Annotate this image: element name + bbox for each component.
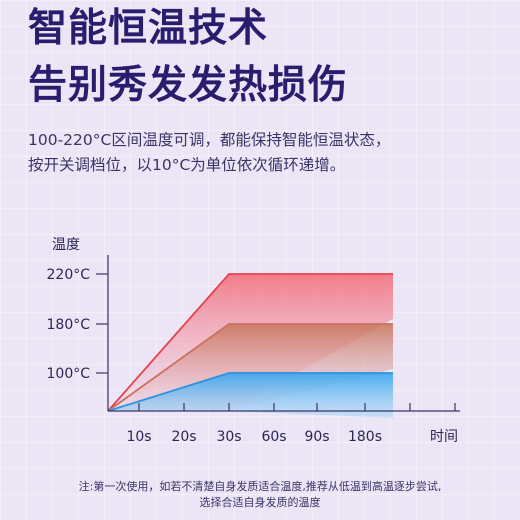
y-tick-label: 100°C xyxy=(47,366,91,382)
y-axis-label: 温度 xyxy=(52,237,80,253)
headline-line-2: 告别秀发发热损伤 xyxy=(28,63,349,108)
x-tick-label: 10s xyxy=(126,429,151,445)
series-line-2 xyxy=(107,323,393,412)
x-tick-label: 180s xyxy=(348,429,382,445)
y-tick-label: 180°C xyxy=(47,317,91,333)
x-tick-label: 20s xyxy=(171,429,196,445)
series-area-3 xyxy=(108,373,393,418)
footnote-line-2: 选择合适自身发质的温度 xyxy=(199,496,321,509)
description: 100-220°C区间温度可调，都能保持智能恒温状态， 按开关调档位，以10°C… xyxy=(28,128,508,178)
x-axis-label: 时间 xyxy=(430,429,458,445)
description-line-1: 100-220°C区间温度可调，都能保持智能恒温状态， xyxy=(28,131,391,149)
y-tick-label: 220°C xyxy=(47,267,91,283)
x-tick-label: 90s xyxy=(304,429,329,445)
series-line-1 xyxy=(107,273,393,412)
description-line-2: 按开关调档位，以10°C为单位依次循环递增。 xyxy=(28,156,346,174)
x-tick-label: 30s xyxy=(216,429,241,445)
temperature-chart: 温度 100°C 180°C 220°C 10s 20s 30s 60s 90s 180s 时… xyxy=(47,237,460,445)
headline-line-1: 智能恒温技术 xyxy=(28,6,269,51)
series-line-3 xyxy=(107,372,393,412)
x-tick-label: 60s xyxy=(261,429,286,445)
footnote-line-1: 注:第一次使用，如若不清楚自身发质适合温度,推荐从低温到高温逐步尝试, xyxy=(78,480,442,493)
